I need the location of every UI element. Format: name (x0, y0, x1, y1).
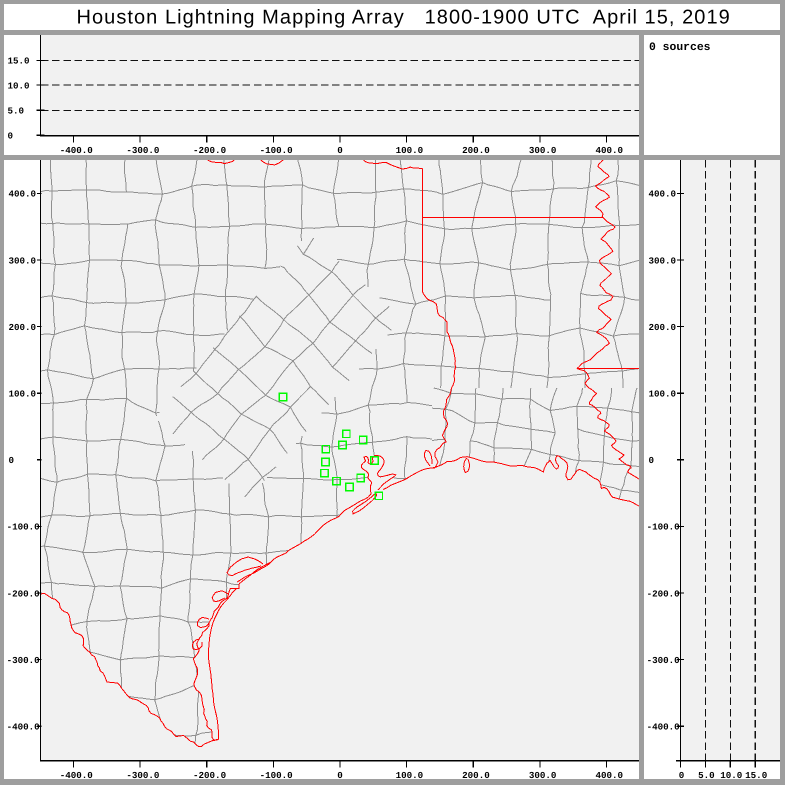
svg-text:10.0: 10.0 (8, 80, 30, 91)
svg-text:400.0: 400.0 (9, 189, 37, 200)
svg-text:0: 0 (649, 455, 655, 466)
svg-text:-300.0: -300.0 (647, 655, 680, 666)
svg-text:400.0: 400.0 (595, 145, 623, 156)
svg-text:300.0: 300.0 (9, 255, 37, 266)
svg-text:300.0: 300.0 (649, 255, 677, 266)
svg-text:15.0: 15.0 (745, 770, 767, 781)
svg-text:200.0: 200.0 (649, 322, 677, 333)
svg-text:400.0: 400.0 (595, 770, 623, 781)
svg-text:200.0: 200.0 (462, 145, 490, 156)
svg-text:0: 0 (8, 131, 14, 142)
svg-text:-200.0: -200.0 (7, 588, 40, 599)
svg-text:-300.0: -300.0 (7, 655, 40, 666)
svg-text:0 sources: 0 sources (649, 42, 711, 54)
svg-text:200.0: 200.0 (462, 770, 490, 781)
svg-text:300.0: 300.0 (529, 145, 557, 156)
svg-text:5.0: 5.0 (8, 106, 25, 117)
svg-text:0: 0 (337, 145, 343, 156)
svg-text:5.0: 5.0 (698, 770, 715, 781)
svg-text:-300.0: -300.0 (126, 770, 159, 781)
svg-text:-100.0: -100.0 (260, 145, 293, 156)
svg-text:-400.0: -400.0 (60, 770, 93, 781)
svg-text:0: 0 (337, 770, 343, 781)
svg-text:100.0: 100.0 (396, 770, 424, 781)
svg-text:-200.0: -200.0 (193, 145, 226, 156)
svg-text:10.0: 10.0 (720, 770, 742, 781)
svg-text:Houston Lightning Mapping Arra: Houston Lightning Mapping Array 1800-190… (77, 7, 731, 29)
svg-text:-400.0: -400.0 (60, 145, 93, 156)
svg-text:100.0: 100.0 (396, 145, 424, 156)
svg-text:300.0: 300.0 (529, 770, 557, 781)
svg-text:-400.0: -400.0 (647, 722, 680, 733)
svg-text:-300.0: -300.0 (126, 145, 159, 156)
svg-text:200.0: 200.0 (9, 322, 37, 333)
svg-text:-200.0: -200.0 (647, 588, 680, 599)
svg-text:-100.0: -100.0 (7, 522, 40, 533)
svg-text:0: 0 (9, 455, 15, 466)
svg-text:100.0: 100.0 (9, 389, 37, 400)
svg-text:-400.0: -400.0 (7, 722, 40, 733)
svg-text:15.0: 15.0 (8, 56, 30, 67)
svg-text:400.0: 400.0 (649, 189, 677, 200)
svg-text:-200.0: -200.0 (193, 770, 226, 781)
svg-text:-100.0: -100.0 (647, 522, 680, 533)
svg-text:0: 0 (679, 770, 685, 781)
svg-text:-100.0: -100.0 (260, 770, 293, 781)
svg-text:100.0: 100.0 (649, 389, 677, 400)
